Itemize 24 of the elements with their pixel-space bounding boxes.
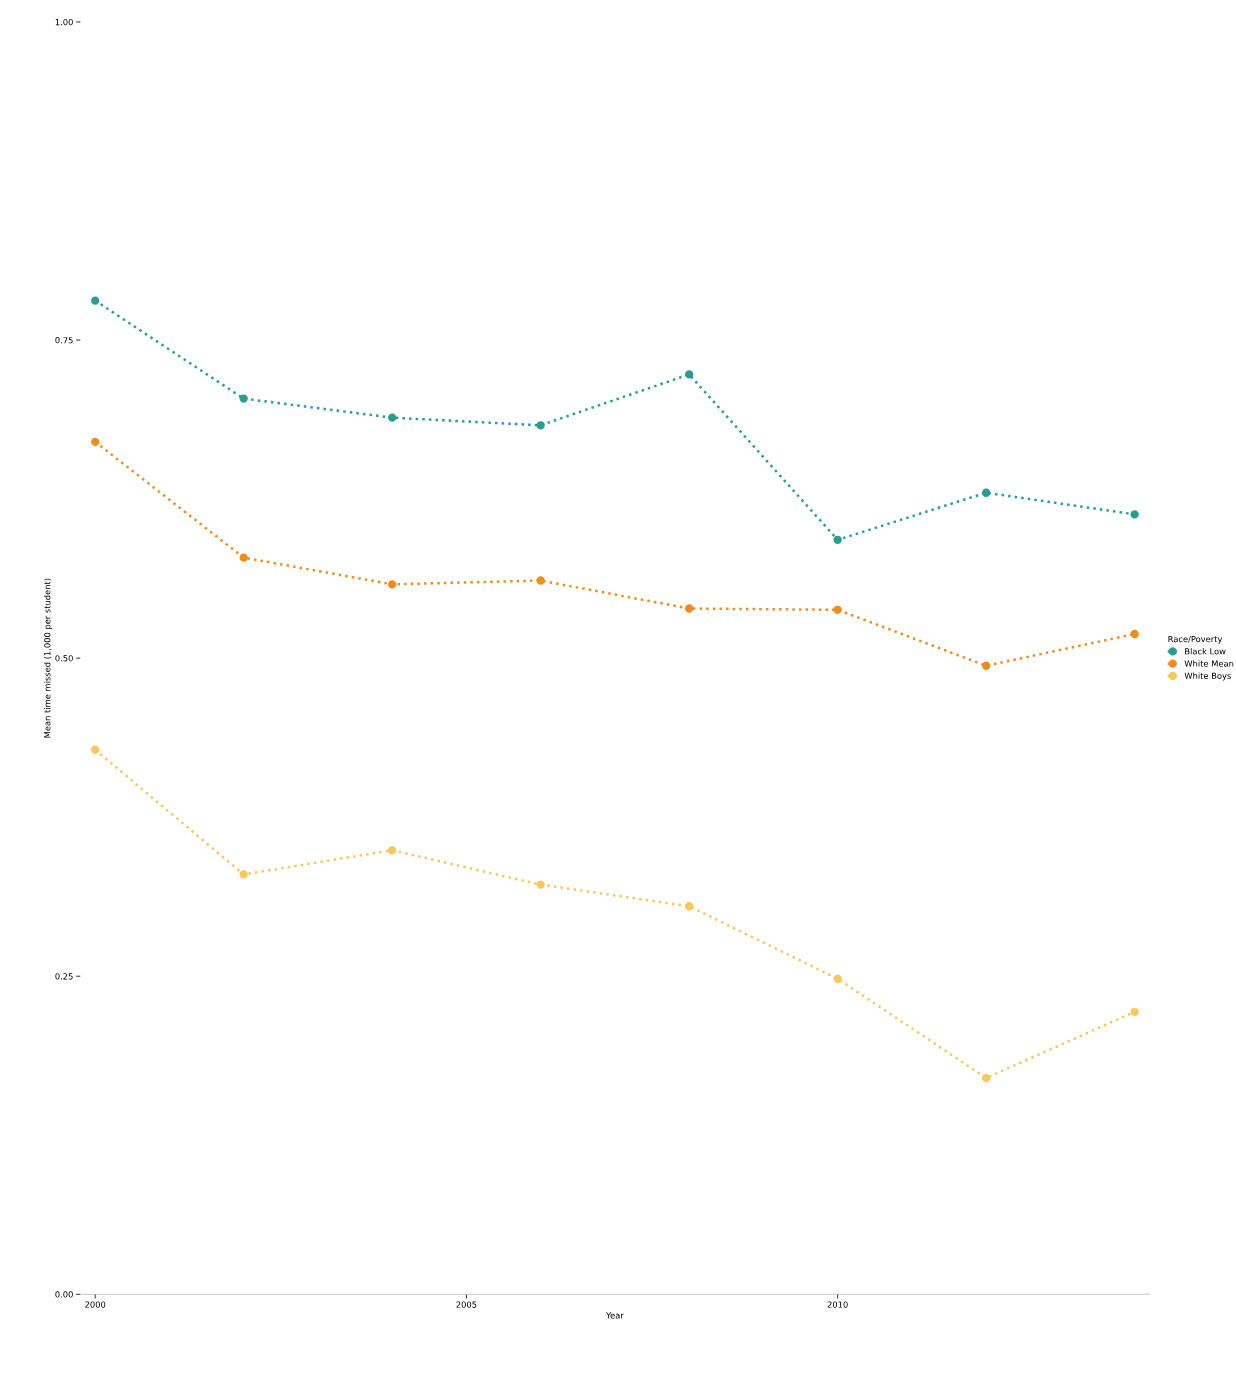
- point: [91, 745, 100, 754]
- point: [91, 437, 100, 447]
- point: [833, 974, 842, 983]
- point: [981, 488, 991, 497]
- point: [536, 576, 545, 585]
- point: [981, 1073, 991, 1083]
- point: [388, 846, 397, 855]
- point: [1130, 1007, 1139, 1017]
- point: [91, 296, 100, 305]
- point: [833, 605, 842, 614]
- point: [239, 870, 248, 879]
- point: [388, 580, 397, 589]
- point: [1130, 629, 1139, 639]
- point: [684, 902, 694, 911]
- point: [239, 553, 248, 562]
- point: [833, 535, 842, 544]
- point: [684, 370, 694, 379]
- point: [536, 421, 545, 430]
- point: [1130, 510, 1139, 519]
- point: [239, 394, 248, 403]
- point: [981, 661, 991, 670]
- point: [684, 604, 694, 613]
- point: [388, 413, 397, 422]
- point: [536, 880, 545, 889]
